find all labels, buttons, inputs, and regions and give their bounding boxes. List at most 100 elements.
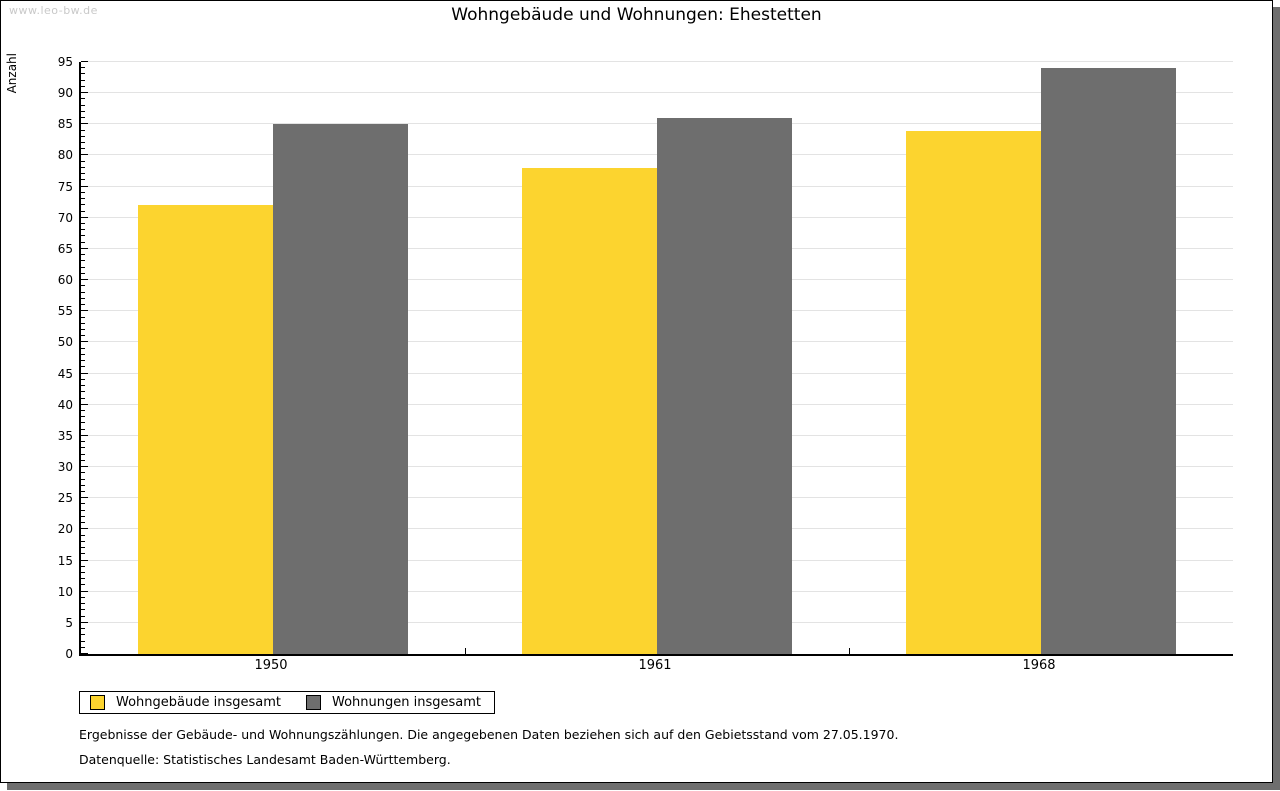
y-tick-64 bbox=[81, 254, 85, 256]
y-tick-93 bbox=[81, 73, 85, 75]
y-tick-label-30: 30 bbox=[57, 460, 73, 475]
y-tick-59 bbox=[81, 285, 85, 287]
y-tick-14 bbox=[81, 565, 85, 567]
y-tick-20 bbox=[81, 528, 88, 530]
y-tick-label-70: 70 bbox=[57, 210, 73, 225]
bar-1961-series1 bbox=[657, 118, 792, 654]
y-tick-label-80: 80 bbox=[57, 148, 73, 163]
y-tick-label-10: 10 bbox=[57, 584, 73, 599]
y-tick-label-55: 55 bbox=[57, 304, 73, 319]
y-tick-35 bbox=[81, 434, 88, 436]
y-tick-0 bbox=[81, 653, 88, 654]
y-tick-21 bbox=[81, 522, 85, 524]
y-tick-75 bbox=[81, 185, 88, 187]
y-tick-78 bbox=[81, 166, 85, 168]
y-tick-8 bbox=[81, 603, 85, 605]
y-tick-74 bbox=[81, 191, 85, 193]
x-tick-label-1950: 1950 bbox=[254, 658, 288, 673]
y-tick-62 bbox=[81, 266, 85, 268]
gridline-90 bbox=[81, 92, 1233, 94]
y-tick-19 bbox=[81, 534, 85, 536]
y-tick-45 bbox=[81, 372, 88, 374]
y-tick-51 bbox=[81, 335, 85, 337]
y-tick-26 bbox=[81, 490, 85, 492]
y-tick-70 bbox=[81, 216, 88, 218]
bar-1968-series0 bbox=[906, 130, 1041, 654]
y-tick-10 bbox=[81, 590, 88, 592]
y-tick-94 bbox=[81, 67, 85, 69]
chart-title: Wohngebäude und Wohnungen: Ehestetten bbox=[451, 5, 822, 25]
y-tick-79 bbox=[81, 160, 85, 162]
y-tick-28 bbox=[81, 478, 85, 480]
y-tick-2 bbox=[81, 640, 85, 642]
y-tick-90 bbox=[81, 92, 88, 94]
y-tick-52 bbox=[81, 328, 85, 330]
y-tick-85 bbox=[81, 123, 88, 125]
legend-swatch-yellow bbox=[90, 695, 105, 710]
y-tick-17 bbox=[81, 547, 85, 549]
y-tick-60 bbox=[81, 279, 88, 281]
y-tick-label-35: 35 bbox=[57, 428, 73, 443]
y-tick-80 bbox=[81, 154, 88, 156]
y-tick-89 bbox=[81, 98, 85, 100]
y-tick-33 bbox=[81, 447, 85, 449]
gridline-95 bbox=[81, 61, 1233, 62]
bar-1950-series0 bbox=[138, 205, 273, 654]
y-tick-30 bbox=[81, 466, 88, 468]
bar-1961-series0 bbox=[522, 167, 657, 654]
y-tick-47 bbox=[81, 360, 85, 362]
y-tick-77 bbox=[81, 173, 85, 175]
y-tick-11 bbox=[81, 584, 85, 586]
y-tick-13 bbox=[81, 572, 85, 573]
y-tick-40 bbox=[81, 403, 88, 405]
y-tick-58 bbox=[81, 291, 85, 293]
y-tick-27 bbox=[81, 484, 85, 486]
y-tick-label-20: 20 bbox=[57, 522, 73, 537]
y-tick-label-40: 40 bbox=[57, 397, 73, 412]
y-tick-91 bbox=[81, 85, 85, 87]
y-tick-18 bbox=[81, 540, 85, 542]
y-tick-72 bbox=[81, 204, 85, 206]
y-tick-22 bbox=[81, 515, 85, 517]
y-tick-4 bbox=[81, 628, 85, 630]
y-tick-55 bbox=[81, 310, 88, 312]
y-tick-label-5: 5 bbox=[65, 615, 73, 630]
y-tick-53 bbox=[81, 322, 85, 324]
y-tick-label-85: 85 bbox=[57, 117, 73, 132]
y-tick-82 bbox=[81, 142, 85, 144]
y-tick-71 bbox=[81, 210, 85, 212]
y-tick-81 bbox=[81, 148, 85, 150]
y-tick-84 bbox=[81, 129, 85, 131]
y-tick-label-60: 60 bbox=[57, 273, 73, 288]
y-tick-61 bbox=[81, 272, 85, 274]
y-tick-34 bbox=[81, 441, 85, 443]
y-tick-43 bbox=[81, 385, 85, 387]
y-tick-48 bbox=[81, 353, 85, 355]
y-tick-label-65: 65 bbox=[57, 241, 73, 256]
y-tick-label-15: 15 bbox=[57, 553, 73, 568]
y-tick-32 bbox=[81, 453, 85, 455]
y-tick-label-90: 90 bbox=[57, 86, 73, 101]
y-tick-23 bbox=[81, 509, 85, 511]
y-tick-88 bbox=[81, 104, 85, 106]
x-boundary-tick-1 bbox=[465, 648, 466, 654]
y-tick-3 bbox=[81, 634, 85, 636]
y-tick-12 bbox=[81, 578, 85, 580]
y-tick-86 bbox=[81, 117, 85, 119]
y-tick-label-50: 50 bbox=[57, 335, 73, 350]
y-tick-label-75: 75 bbox=[57, 179, 73, 194]
y-tick-50 bbox=[81, 341, 88, 343]
y-tick-67 bbox=[81, 235, 85, 237]
y-tick-63 bbox=[81, 260, 85, 262]
footnote-source-period: Ergebnisse der Gebäude- und Wohnungszähl… bbox=[79, 727, 899, 742]
y-tick-46 bbox=[81, 366, 85, 368]
y-tick-95 bbox=[81, 61, 88, 62]
y-tick-41 bbox=[81, 397, 85, 399]
legend-swatch-gray bbox=[306, 695, 321, 710]
y-tick-15 bbox=[81, 559, 88, 561]
y-tick-label-45: 45 bbox=[57, 366, 73, 381]
bar-1968-series1 bbox=[1041, 68, 1176, 654]
legend-item-wohnungen: Wohnungen insgesamt bbox=[306, 695, 481, 710]
x-tick-label-1968: 1968 bbox=[1022, 658, 1056, 673]
